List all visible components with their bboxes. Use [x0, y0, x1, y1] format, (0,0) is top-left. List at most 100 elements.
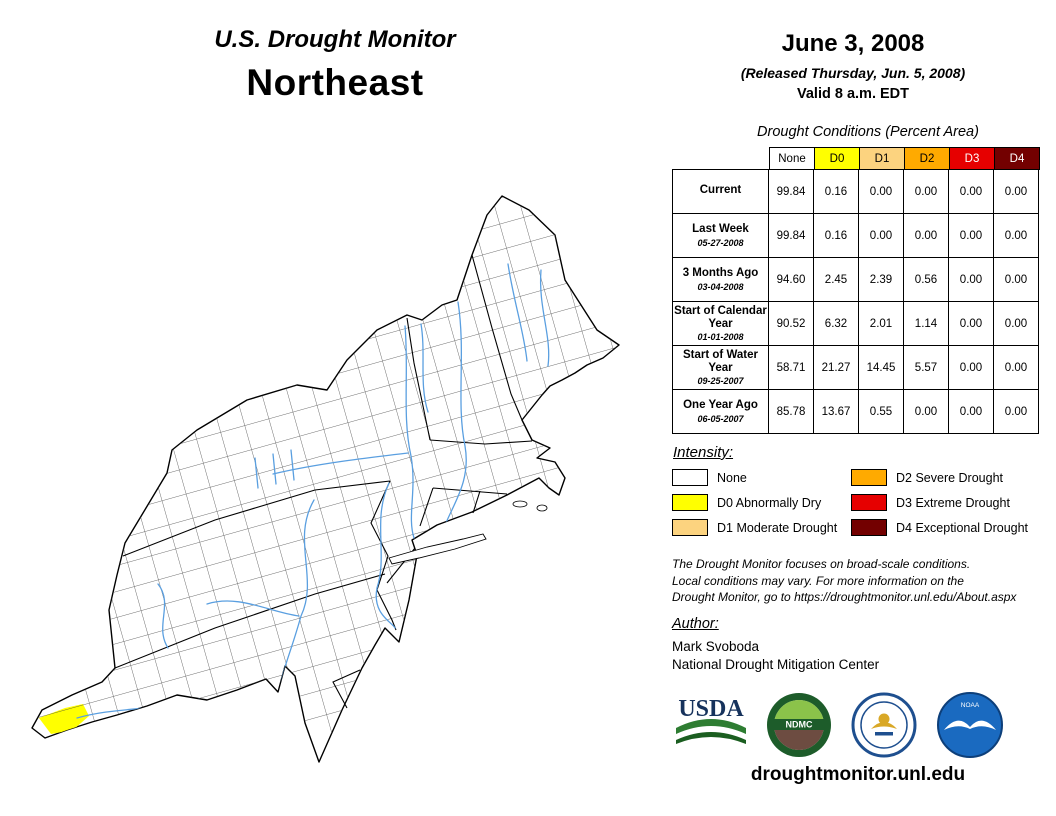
row-label: Start of Water Year 09-25-2007 [673, 346, 768, 389]
noaa-logo-text: NOAA [961, 702, 980, 709]
d0-swatch [672, 494, 708, 511]
disclaimer-text: The Drought Monitor focuses on broad-sca… [672, 557, 1017, 605]
finger-lake [254, 457, 259, 489]
ndmc-field [774, 700, 824, 725]
table-cell: 0.00 [949, 170, 993, 213]
ndmc-logo-text: NDMC [786, 720, 813, 730]
table-cell: 58.71 [769, 346, 813, 389]
d0-area [39, 704, 89, 734]
table-cell: 0.00 [904, 390, 948, 433]
table-cell: 0.16 [814, 170, 858, 213]
column-header-d2: D2 [904, 147, 950, 170]
table-cell: 2.45 [814, 258, 858, 301]
table-cell: 13.67 [814, 390, 858, 433]
legend-item-none: None [672, 469, 747, 486]
ndmc-banner [770, 719, 828, 730]
penobscot-river [539, 269, 550, 367]
northeast-drought-map [31, 195, 620, 763]
table-cell: 0.00 [949, 302, 993, 345]
region-title: Northeast [246, 62, 424, 103]
susquehanna-west-branch [206, 600, 300, 617]
table-cell: 0.00 [949, 214, 993, 257]
hudson-river [404, 325, 415, 539]
table-cell: 2.39 [859, 258, 903, 301]
table-cell: 0.00 [859, 170, 903, 213]
table-cell: 99.84 [769, 170, 813, 213]
column-header-d4: D4 [994, 147, 1040, 170]
legend-title: Intensity: [673, 444, 734, 461]
region-outline [31, 195, 620, 763]
table-cell: 0.00 [949, 258, 993, 301]
table-cell: 0.55 [859, 390, 903, 433]
allegheny-river [157, 583, 169, 649]
legend-item-d2: D2 Severe Drought [851, 469, 1003, 486]
drought-conditions-table: Current 99.84 0.16 0.00 0.00 0.00 0.00 L… [672, 169, 1039, 434]
d1-swatch [672, 519, 708, 536]
island [512, 500, 528, 508]
table-cell: 2.01 [859, 302, 903, 345]
row-label: 3 Months Ago 03-04-2008 [673, 258, 768, 301]
map-date: June 3, 2008 [781, 30, 925, 57]
d3-swatch [851, 494, 887, 511]
legend-item-d4: D4 Exceptional Drought [851, 519, 1028, 536]
program-title: U.S. Drought Monitor [214, 26, 456, 53]
table-cell: 90.52 [769, 302, 813, 345]
kennebec-river [507, 263, 528, 362]
delaware-river [375, 482, 396, 629]
title-block: U.S. Drought Monitor Northeast [140, 26, 530, 104]
table-header-row: None D0 D1 D2 D3 D4 [769, 147, 1040, 170]
footer-url: droughtmonitor.unl.edu [750, 764, 966, 785]
finger-lake [290, 449, 295, 481]
table-cell: 85.78 [769, 390, 813, 433]
table-cell: 0.16 [814, 214, 858, 257]
row-label: Start of Calendar Year 01-01-2008 [673, 302, 768, 345]
table-cell: 0.00 [904, 170, 948, 213]
noaa-gull [944, 720, 996, 730]
row-label: One Year Ago 06-05-2007 [673, 390, 768, 433]
connecticut-river [445, 301, 467, 524]
valid-time: Valid 8 a.m. EDT [796, 86, 909, 102]
date-block: June 3, 2008 (Released Thursday, Jun. 5,… [670, 30, 1036, 102]
author-heading: Author: [672, 616, 719, 632]
long-island [388, 533, 487, 565]
rivers [76, 263, 550, 719]
table-cell: 14.45 [859, 346, 903, 389]
table-title: Drought Conditions (Percent Area) [757, 124, 979, 140]
doc-ship [875, 732, 893, 736]
row-label: Current [673, 170, 768, 213]
usda-swoosh [676, 719, 746, 734]
author-name: Mark Svoboda [672, 639, 760, 654]
doc-logo [851, 692, 917, 763]
table-cell: 0.00 [994, 346, 1038, 389]
usda-swoosh-dark [676, 732, 746, 744]
row-label: Last Week 05-27-2008 [673, 214, 768, 257]
legend-item-d1: D1 Moderate Drought [672, 519, 837, 536]
column-header-none: None [769, 147, 815, 170]
table-cell: 0.00 [994, 170, 1038, 213]
table-cell: 0.00 [949, 346, 993, 389]
table-cell: 0.56 [904, 258, 948, 301]
state-borders [114, 254, 533, 709]
table-cell: 5.57 [904, 346, 948, 389]
finger-lake [272, 453, 277, 485]
table-cell: 0.00 [994, 258, 1038, 301]
table-cell: 0.00 [859, 214, 903, 257]
table-cell: 99.84 [769, 214, 813, 257]
usda-logo-text: USDA [678, 696, 744, 722]
lake-champlain [420, 323, 429, 413]
table-cell: 0.00 [949, 390, 993, 433]
table-cell: 6.32 [814, 302, 858, 345]
column-header-d1: D1 [859, 147, 905, 170]
author-organization: National Drought Mitigation Center [672, 657, 880, 672]
ndmc-logo: NDMC [766, 692, 832, 763]
island [536, 504, 548, 512]
table-cell: 1.14 [904, 302, 948, 345]
d4-swatch [851, 519, 887, 536]
noaa-circle [937, 692, 1003, 758]
table-cell: 0.00 [994, 302, 1038, 345]
noaa-logo: NOAA [937, 692, 1003, 763]
legend-item-d3: D3 Extreme Drought [851, 494, 1010, 511]
table-cell: 0.00 [904, 214, 948, 257]
table-cell: 0.00 [994, 214, 1038, 257]
